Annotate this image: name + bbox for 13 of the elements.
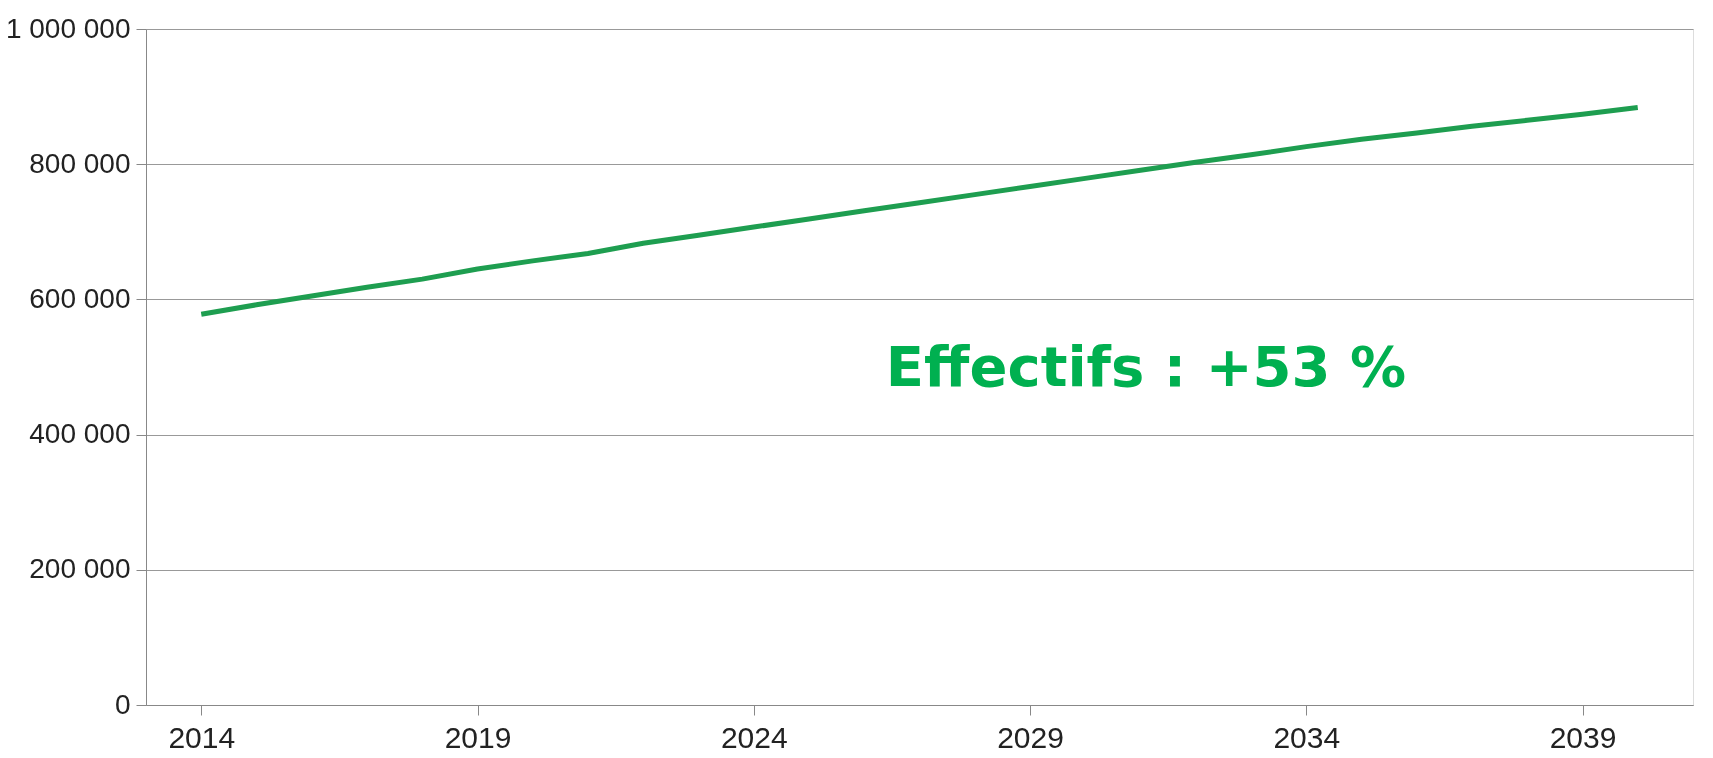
annotation: Effectifs : +53 % — [885, 334, 1407, 399]
x-tick-label: 2024 — [720, 720, 788, 754]
y-tick-label: 800 000 — [29, 147, 131, 179]
y-tick-label: 1 000 000 — [5, 12, 131, 44]
x-tick-label: 2029 — [997, 720, 1064, 754]
x-tick-label: 2039 — [1549, 720, 1617, 754]
x-tick-label: 2034 — [1273, 720, 1341, 754]
y-tick-label: 200 000 — [29, 553, 131, 585]
y-tick-label: 0 — [114, 688, 131, 720]
y-tick-label: 600 000 — [29, 282, 131, 314]
x-tick-label: 2014 — [168, 720, 236, 754]
y-tick-label: 400 000 — [29, 418, 131, 450]
x-tick-label: 2019 — [444, 720, 512, 754]
